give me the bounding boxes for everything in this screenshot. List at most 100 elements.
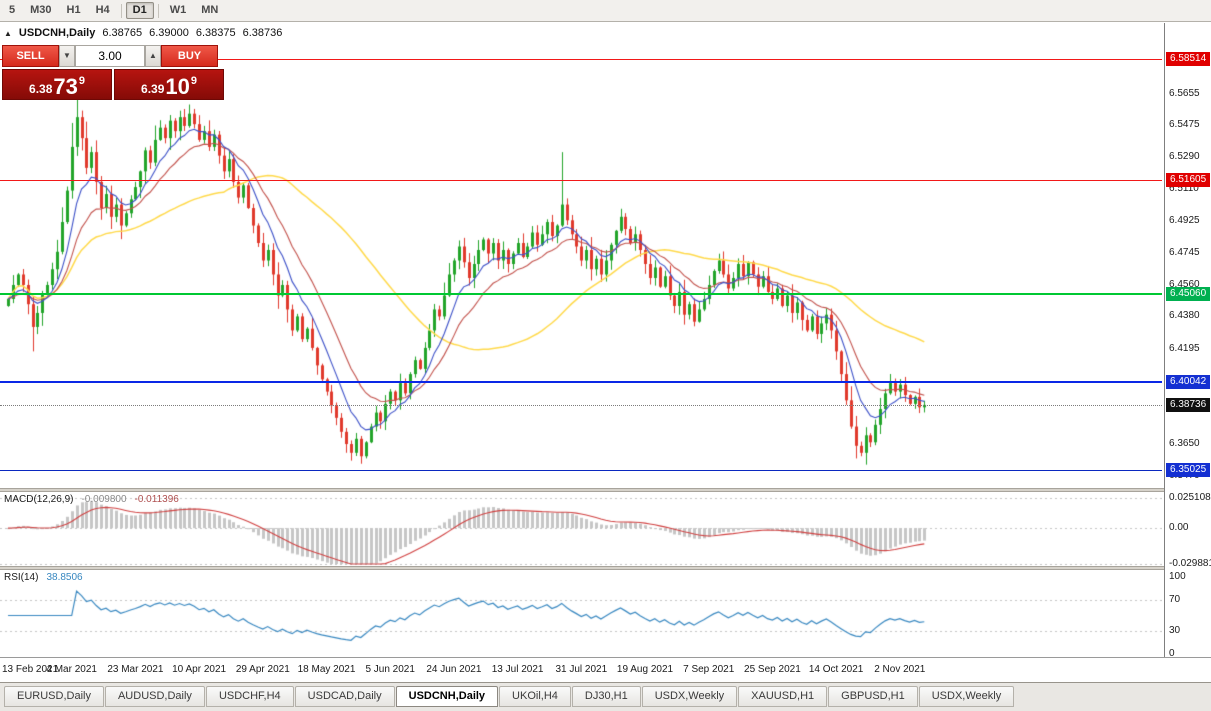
chart-tab-xauusd-h1[interactable]: XAUUSD,H1 (738, 686, 828, 707)
date-axis-label: 18 May 2021 (297, 664, 356, 675)
ohlc-high: 6.39000 (149, 27, 189, 39)
timeframe-button-5[interactable]: 5 (9, 4, 16, 16)
date-axis-label: 23 Mar 2021 (107, 664, 164, 675)
ohlc-open: 6.38765 (102, 27, 143, 39)
chart-tab-ukoil-h4[interactable]: UKOil,H4 (499, 686, 571, 707)
buy-price-base: 6.39 (141, 82, 165, 96)
buy-price-point: 9 (190, 75, 197, 87)
timeframe-toolbar: 5 M30 H1 H4 D1 W1 MN (0, 0, 1211, 22)
price-axis-label: 6.5475 (1169, 119, 1200, 131)
chart-tab-dj30-h1[interactable]: DJ30,H1 (571, 686, 641, 707)
toolbar-separator (120, 3, 122, 18)
sell-price-display[interactable]: 6.38 73 9 (2, 69, 112, 100)
date-axis-label: 5 Jun 2021 (365, 664, 415, 675)
buy-price-display[interactable]: 6.39 10 9 (114, 69, 224, 100)
timeframe-button-w1[interactable]: W1 (169, 4, 187, 16)
rsi-axis-label: 0 (1169, 648, 1175, 659)
price-badge-6.38736: 6.38736 (1166, 397, 1210, 412)
sell-button[interactable]: SELL (2, 45, 59, 67)
chart-tab-bar: EURUSD,Daily AUDUSD,Daily USDCHF,H4 USDCAD,… (0, 682, 1211, 711)
current-price-line (0, 404, 1162, 406)
macd-axis-label: 0.00 (1169, 522, 1189, 534)
macd-main-value: -0.009800 (81, 494, 127, 505)
date-axis[interactable]: 13 Feb 2021 4 Mar 2021 23 Mar 2021 10 Apr 2… (0, 657, 1211, 683)
chart-tab-usdcnh-daily[interactable]: USDCNH,Daily (395, 686, 499, 707)
timeframe-button-mn[interactable]: MN (201, 4, 219, 16)
volume-increase-button[interactable]: ▲ (145, 45, 161, 67)
rsi-value: 38.8506 (46, 572, 83, 583)
price-chart-panel[interactable]: ▲ USDCNH,Daily 6.38765 6.39000 6.38375 6… (0, 23, 1162, 488)
macd-label: MACD(12,26,9) -0.009800 -0.011396 (4, 494, 179, 505)
chart-tab-audusd-daily[interactable]: AUDUSD,Daily (104, 686, 205, 707)
ohlc-low: 6.38375 (195, 27, 236, 39)
macd-axis-label: 0.025108 (1169, 491, 1211, 503)
sell-price-base: 6.38 (29, 82, 53, 96)
chevron-down-icon: ▼ (63, 51, 71, 60)
chart-window: ▲ USDCNH,Daily 6.38765 6.39000 6.38375 6… (0, 23, 1211, 683)
price-chart-canvas[interactable] (0, 23, 1162, 488)
macd-indicator-panel[interactable]: MACD(12,26,9) -0.009800 -0.011396 (0, 492, 1162, 566)
rsi-label: RSI(14) 38.8506 (4, 572, 83, 583)
timeframe-button-d1[interactable]: D1 (125, 2, 154, 19)
macd-signal-value: -0.011396 (134, 494, 179, 505)
panel-splitter[interactable] (0, 488, 1211, 492)
rsi-indicator-panel[interactable]: RSI(14) 38.8506 (0, 570, 1162, 657)
buy-price-pips: 10 (165, 74, 190, 99)
price-axis-label: 6.5655 (1169, 87, 1200, 99)
date-axis-label: 10 Apr 2021 (172, 664, 227, 675)
price-axis-label: 6.4745 (1169, 246, 1200, 258)
buy-button[interactable]: BUY (161, 45, 218, 67)
price-axis[interactable]: 6.5655 6.5475 6.5290 6.5110 6.4925 6.4745 6.45… (1164, 23, 1211, 659)
horizontal-line-6.58514[interactable] (0, 59, 1162, 61)
horizontal-line-6.40042[interactable] (0, 381, 1162, 384)
price-axis-label: 6.5110 (1169, 182, 1199, 194)
price-badge-6.40042: 6.40042 (1166, 375, 1210, 390)
price-axis-label: 6.4195 (1169, 342, 1200, 354)
date-axis-label: 14 Oct 2021 (808, 664, 864, 675)
date-axis-label: 7 Sep 2021 (683, 664, 735, 675)
price-badge-6.45060: 6.45060 (1166, 287, 1210, 302)
sell-price-point: 9 (78, 75, 85, 87)
chart-tab-usdcad-daily[interactable]: USDCAD,Daily (294, 686, 395, 707)
price-axis-label: 6.4380 (1169, 310, 1200, 322)
rsi-name: RSI(14) (4, 572, 39, 583)
volume-input[interactable] (75, 45, 145, 67)
chart-tab-usdchf-h4[interactable]: USDCHF,H4 (205, 686, 294, 707)
chart-ohlc-header: ▲ USDCNH,Daily 6.38765 6.39000 6.38375 6… (4, 27, 282, 39)
chart-tab-usdx-weekly[interactable]: USDX,Weekly (641, 686, 738, 707)
chart-tab-usdx-weekly[interactable]: USDX,Weekly (918, 686, 1015, 707)
date-axis-label: 13 Feb 2021 (2, 664, 59, 675)
rsi-axis-label: 100 (1169, 571, 1186, 582)
chart-symbol-label: USDCNH,Daily (18, 27, 96, 39)
date-axis-label: 13 Jul 2021 (491, 664, 544, 675)
chevron-up-icon: ▲ (149, 51, 157, 60)
horizontal-line-6.51605[interactable] (0, 180, 1162, 181)
sell-price-pips: 73 (53, 74, 78, 99)
price-axis-label: 6.4925 (1169, 215, 1200, 227)
date-axis-label: 19 Aug 2021 (616, 664, 674, 675)
ohlc-close: 6.38736 (242, 27, 283, 39)
timeframe-button-h4[interactable]: H4 (95, 4, 110, 16)
volume-decrease-button[interactable]: ▼ (59, 45, 75, 67)
panel-splitter[interactable] (0, 566, 1211, 570)
horizontal-line-6.4506[interactable] (0, 293, 1162, 296)
date-axis-label: 29 Apr 2021 (235, 664, 290, 675)
collapse-trade-panel-icon[interactable]: ▲ (4, 28, 12, 38)
price-badge-6.35025: 6.35025 (1166, 462, 1210, 477)
rsi-axis-label: 70 (1169, 594, 1181, 606)
price-badge-6.58514: 6.58514 (1166, 52, 1210, 67)
chart-tab-eurusd-daily[interactable]: EURUSD,Daily (4, 686, 104, 707)
horizontal-line-6.35025[interactable] (0, 469, 1162, 471)
macd-canvas[interactable] (0, 492, 1162, 566)
price-axis-label: 6.3650 (1169, 438, 1200, 450)
date-axis-label: 25 Sep 2021 (744, 664, 801, 675)
chart-tab-gbpusd-h1[interactable]: GBPUSD,H1 (828, 686, 918, 707)
price-axis-label: 6.5290 (1169, 151, 1200, 163)
date-axis-label: 31 Jul 2021 (555, 664, 608, 675)
rsi-canvas[interactable] (0, 570, 1162, 657)
timeframe-button-m30[interactable]: M30 (30, 4, 52, 16)
rsi-axis-label: 30 (1169, 624, 1181, 636)
timeframe-button-h1[interactable]: H1 (66, 4, 81, 16)
date-axis-label: 24 Jun 2021 (426, 664, 482, 675)
